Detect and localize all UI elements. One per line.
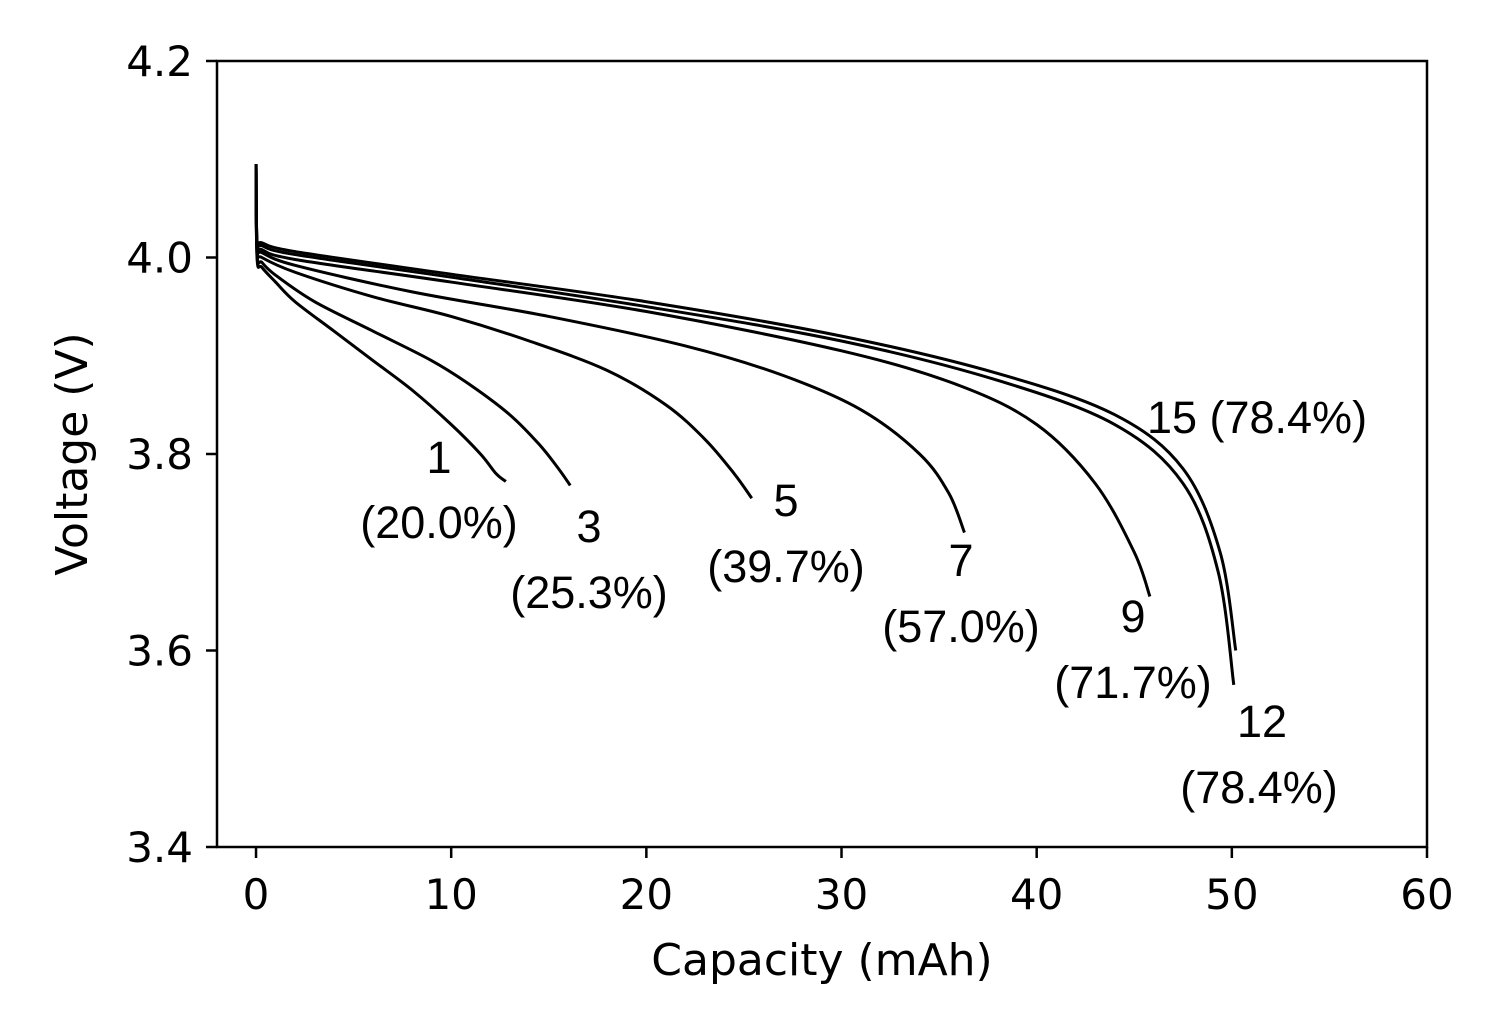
y-axis-ticks: 3.4 3.6 3.8 4.0 4.2 bbox=[126, 37, 217, 872]
y-axis-label: Voltage (V) bbox=[47, 332, 98, 575]
y-tick-label: 4.2 bbox=[126, 37, 193, 86]
cycle-annotation: (78.4%) bbox=[1180, 762, 1338, 813]
x-axis-ticks: 0 10 20 30 40 50 60 bbox=[243, 847, 1454, 919]
x-axis-label: Capacity (mAh) bbox=[651, 935, 992, 986]
x-tick-label: 60 bbox=[1400, 870, 1453, 919]
voltage-curve bbox=[254, 164, 966, 534]
cycle-annotation: 7 bbox=[948, 535, 973, 586]
cycle-annotation: 15 (78.4%) bbox=[1147, 392, 1367, 443]
cycle-annotation: 1 bbox=[426, 432, 451, 483]
voltage-curve bbox=[254, 164, 507, 483]
x-tick-label: 30 bbox=[815, 870, 868, 919]
cycle-annotation: 5 bbox=[773, 475, 798, 526]
x-tick-label: 20 bbox=[620, 870, 673, 919]
x-tick-label: 40 bbox=[1010, 870, 1063, 919]
cycle-annotation: (25.3%) bbox=[510, 567, 668, 618]
cycle-annotations: 1 (20.0%) 3 (25.3%) 5 (39.7%) 7 (57.0%) 9 (71.7%)… bbox=[360, 392, 1367, 813]
cycle-annotation: 3 bbox=[576, 501, 601, 552]
cycle-annotation: (20.0%) bbox=[360, 497, 518, 548]
y-tick-label: 3.6 bbox=[126, 627, 193, 676]
cycle-annotation: 12 bbox=[1237, 696, 1287, 747]
voltage-curve bbox=[254, 164, 1236, 686]
voltage-curves bbox=[254, 164, 1238, 686]
cycle-annotation: (57.0%) bbox=[882, 601, 1040, 652]
y-tick-label: 3.4 bbox=[126, 823, 193, 872]
cycle-annotation: (71.7%) bbox=[1054, 657, 1212, 708]
voltage-curve bbox=[254, 164, 1238, 651]
y-tick-label: 4.0 bbox=[126, 234, 193, 283]
y-tick-label: 3.8 bbox=[126, 430, 193, 479]
x-tick-label: 10 bbox=[424, 870, 477, 919]
cycle-annotation: 9 bbox=[1120, 591, 1145, 642]
cycle-annotation: (39.7%) bbox=[707, 541, 865, 592]
voltage-curve bbox=[254, 164, 572, 487]
x-tick-label: 50 bbox=[1205, 870, 1258, 919]
x-tick-label: 0 bbox=[243, 870, 270, 919]
voltage-curve bbox=[254, 164, 753, 500]
voltage-curve bbox=[254, 164, 1152, 597]
